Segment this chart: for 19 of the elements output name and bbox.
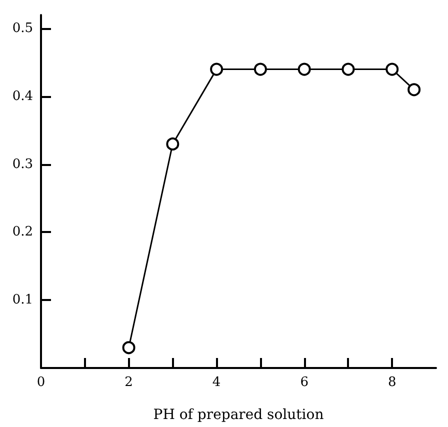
point xyxy=(166,137,180,150)
point xyxy=(210,62,224,76)
y-tick-label: 0.1 xyxy=(12,292,33,308)
y-tick-label: 0.4 xyxy=(12,88,33,104)
x-tick-label: 6 xyxy=(300,375,308,390)
y-tick-label: 0.3 xyxy=(12,156,33,172)
x-tick-label: 0 xyxy=(36,375,46,390)
x-tick-label: 8 xyxy=(388,375,396,390)
point xyxy=(254,62,267,76)
point xyxy=(342,62,355,76)
x-axis-title: PH of prepared solution xyxy=(153,407,324,423)
point xyxy=(386,62,399,76)
x-tick-label: 2 xyxy=(124,375,133,390)
y-tick-label: 0.2 xyxy=(12,224,33,240)
point xyxy=(408,83,421,96)
point xyxy=(298,62,311,76)
y-tick-label: 0.5 xyxy=(12,21,33,36)
point xyxy=(122,341,136,354)
x-tick-label: 4 xyxy=(212,375,221,390)
